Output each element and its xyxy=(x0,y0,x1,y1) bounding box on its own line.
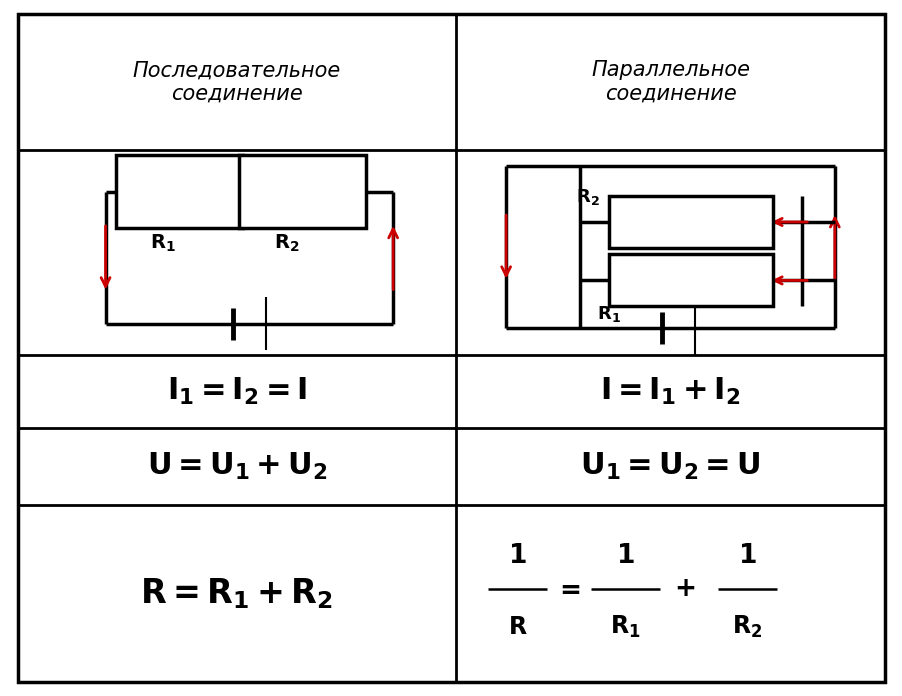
Text: $\mathbf{R_1}$: $\mathbf{R_1}$ xyxy=(150,233,176,255)
Polygon shape xyxy=(608,255,772,306)
Text: $\mathbf{1}$: $\mathbf{1}$ xyxy=(508,544,526,569)
Polygon shape xyxy=(608,196,772,248)
Text: $\mathbf{1}$: $\mathbf{1}$ xyxy=(738,544,756,569)
Text: $\mathbf{1}$: $\mathbf{1}$ xyxy=(616,544,634,569)
Text: $\mathbf{=}$: $\mathbf{=}$ xyxy=(553,576,580,602)
Text: $\mathbf{I_1 = I_2 = I}$: $\mathbf{I_1 = I_2 = I}$ xyxy=(167,376,307,407)
Text: $\mathbf{R_2}$: $\mathbf{R_2}$ xyxy=(732,614,762,640)
Text: $\mathbf{R}$: $\mathbf{R}$ xyxy=(507,615,527,639)
Text: Параллельное
соединение: Параллельное соединение xyxy=(590,60,750,104)
Polygon shape xyxy=(18,14,884,682)
Text: $\mathbf{U_1 = U_2 = U}$: $\mathbf{U_1 = U_2 = U}$ xyxy=(580,451,759,482)
Text: $\mathbf{R_2}$: $\mathbf{R_2}$ xyxy=(273,233,299,255)
Text: $\mathbf{I = I_1 + I_2}$: $\mathbf{I = I_1 + I_2}$ xyxy=(600,376,740,407)
Polygon shape xyxy=(115,155,243,228)
Text: $\mathbf{U = U_1 + U_2}$: $\mathbf{U = U_1 + U_2}$ xyxy=(146,451,327,482)
Text: $\mathbf{R_2}$: $\mathbf{R_2}$ xyxy=(575,187,599,207)
Text: $\mathbf{+}$: $\mathbf{+}$ xyxy=(673,576,695,602)
Text: Последовательное
соединение: Последовательное соединение xyxy=(133,60,341,104)
Text: $\mathbf{R = R_1 + R_2}$: $\mathbf{R = R_1 + R_2}$ xyxy=(141,576,333,610)
Text: $\mathbf{R_1}$: $\mathbf{R_1}$ xyxy=(610,614,640,640)
Text: $\mathbf{R_1}$: $\mathbf{R_1}$ xyxy=(596,303,620,324)
Polygon shape xyxy=(239,155,366,228)
